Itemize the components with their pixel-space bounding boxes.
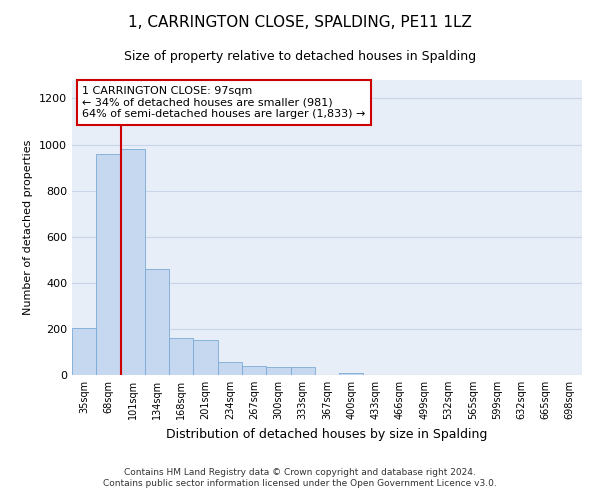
Text: 1 CARRINGTON CLOSE: 97sqm
← 34% of detached houses are smaller (981)
64% of semi: 1 CARRINGTON CLOSE: 97sqm ← 34% of detac… [82,86,365,119]
Bar [169,338,193,375]
Bar [339,372,364,375]
Text: 1, CARRINGTON CLOSE, SPALDING, PE11 1LZ: 1, CARRINGTON CLOSE, SPALDING, PE11 1LZ [128,15,472,30]
Bar [242,366,266,375]
Bar [145,269,169,375]
Bar [193,340,218,375]
X-axis label: Distribution of detached houses by size in Spalding: Distribution of detached houses by size … [166,428,488,440]
Text: Contains HM Land Registry data © Crown copyright and database right 2024.
Contai: Contains HM Land Registry data © Crown c… [103,468,497,487]
Bar [218,362,242,375]
Bar [121,149,145,375]
Text: Size of property relative to detached houses in Spalding: Size of property relative to detached ho… [124,50,476,63]
Bar [96,154,121,375]
Bar [72,328,96,375]
Bar [266,367,290,375]
Y-axis label: Number of detached properties: Number of detached properties [23,140,34,315]
Bar [290,367,315,375]
